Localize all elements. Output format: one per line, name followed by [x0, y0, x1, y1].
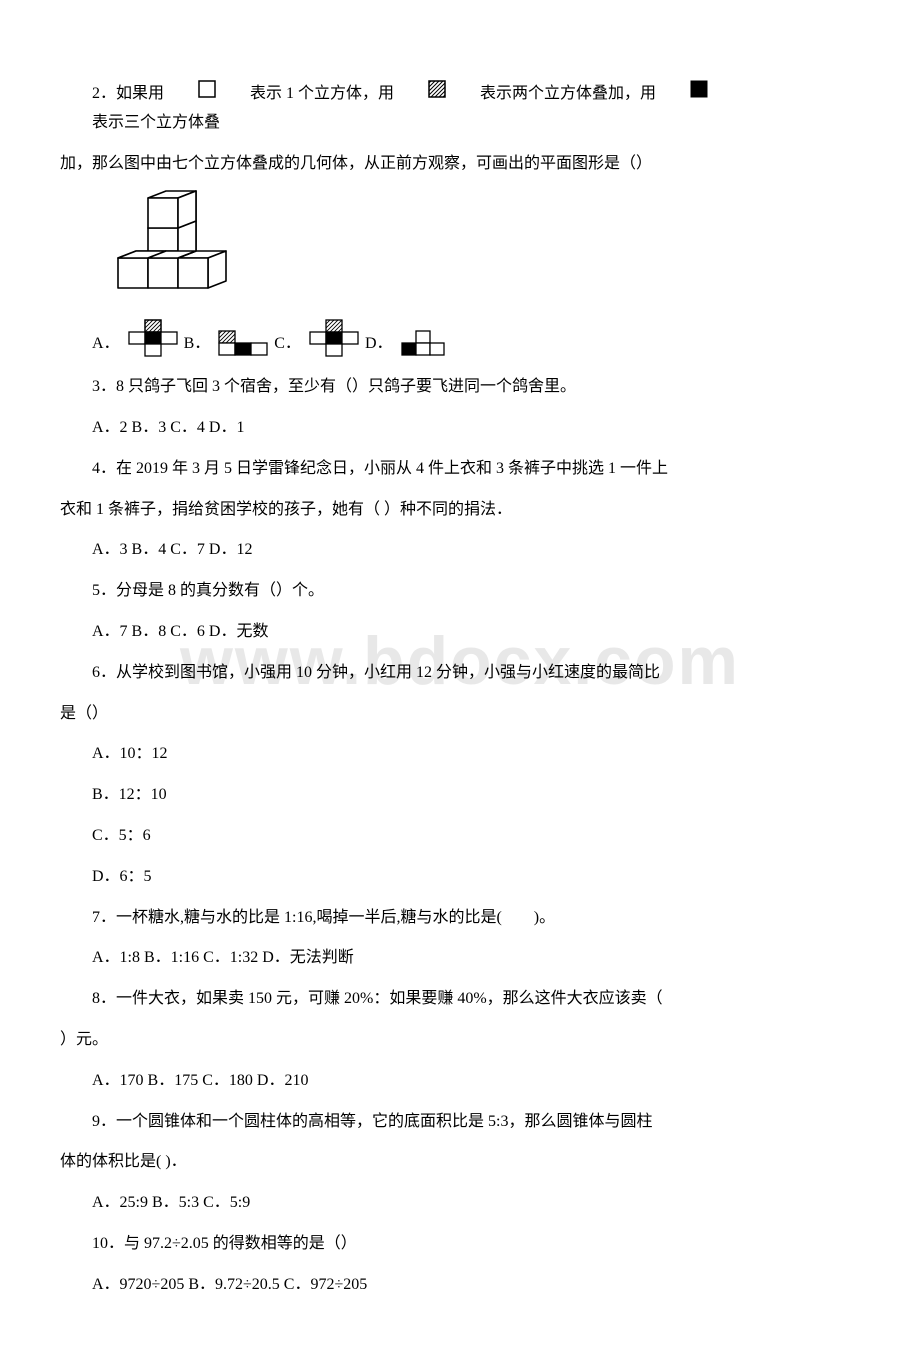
q10-text: 10．与 97.2÷2.05 的得数相等的是（） — [60, 1230, 860, 1259]
q8-options: A．170 B．175 C．180 D．210 — [60, 1067, 860, 1096]
q2-line1: 2．如果用 表示 1 个立方体，用 表示两个立方体叠加，用 表示三个立方体叠 — [60, 80, 860, 138]
q2-opt-d-label: D． — [365, 330, 393, 359]
q9-options: A．25:9 B．5:3 C．5:9 — [60, 1189, 860, 1218]
q2-text-c: 表示两个立方体叠加，用 — [448, 80, 656, 109]
q5-text: 5．分母是 8 的真分数有（）个。 — [60, 577, 860, 606]
q4-options: A．3 B．4 C．7 D．12 — [60, 536, 860, 565]
q2-opt-c-label: C． — [274, 330, 301, 359]
q2-option-a: A． — [92, 319, 180, 359]
empty-square-icon — [166, 80, 216, 109]
q2-opt-b-label: B． — [184, 330, 211, 359]
q2-opt-a-label: A． — [92, 330, 120, 359]
q9-line1: 9．一个圆锥体和一个圆柱体的高相等，它的底面积比是 5:3，那么圆锥体与圆柱 — [60, 1108, 860, 1137]
q6-line1: 6．从学校到图书馆，小强用 10 分钟，小红用 12 分钟，小强与小红速度的最简… — [60, 659, 860, 688]
q9-line2: 体的体积比是( )． — [60, 1148, 860, 1177]
q6-optC: C．5：6 — [60, 822, 860, 851]
q6-optA: A．10：12 — [60, 740, 860, 769]
q7-options: A．1:8 B．1:16 C．1:32 D．无法判断 — [60, 944, 860, 973]
q4-line2: 衣和 1 条裤子，捐给贫困学校的孩子，她有（ ）种不同的捐法． — [60, 496, 860, 525]
document-content: 2．如果用 表示 1 个立方体，用 表示两个立方体叠加，用 表示三个立方体叠 加… — [60, 80, 860, 1300]
q4-line1: 4．在 2019 年 3 月 5 日学雷锋纪念日，小丽从 4 件上衣和 3 条裤… — [60, 455, 860, 484]
option-d-icon — [399, 329, 449, 359]
q2-option-b: B． — [184, 329, 271, 359]
option-a-icon — [126, 319, 180, 359]
q2-text-b: 表示 1 个立方体，用 — [218, 80, 394, 109]
q6-optB: B．12：10 — [60, 781, 860, 810]
option-b-icon — [216, 329, 270, 359]
hatched-square-icon — [396, 80, 446, 109]
q2-text-d: 表示三个立方体叠 — [60, 109, 220, 138]
q6-optD: D．6：5 — [60, 863, 860, 892]
q7-text: 7．一杯糖水,糖与水的比是 1:16,喝掉一半后,糖与水的比是( )。 — [60, 904, 860, 933]
q2-option-d: D． — [365, 329, 449, 359]
q3-options: A．2 B．3 C．4 D．1 — [60, 414, 860, 443]
q2-text-a: 2．如果用 — [60, 80, 164, 109]
q2-options-row: A． B． — [92, 319, 860, 359]
q5-options: A．7 B．8 C．6 D．无数 — [60, 618, 860, 647]
q8-line1: 8．一件大衣，如果卖 150 元，可赚 20%：如果要赚 40%，那么这件大衣应… — [60, 985, 860, 1014]
q8-line2: ）元。 — [60, 1026, 860, 1055]
option-c-icon — [307, 319, 361, 359]
q3-text: 3．8 只鸽子飞回 3 个宿舍，至少有（）只鸽子要飞进同一个鸽舍里。 — [60, 373, 860, 402]
q2-option-c: C． — [274, 319, 361, 359]
q2-line2: 加，那么图中由七个立方体叠成的几何体，从正前方观察，可画出的平面图形是（） — [60, 150, 860, 179]
solid-square-icon — [658, 80, 708, 109]
q6-line2: 是（） — [60, 700, 860, 729]
q10-options: A．9720÷205 B．9.72÷20.5 C．972÷205 — [60, 1271, 860, 1300]
q2-cube-figure — [92, 190, 860, 311]
